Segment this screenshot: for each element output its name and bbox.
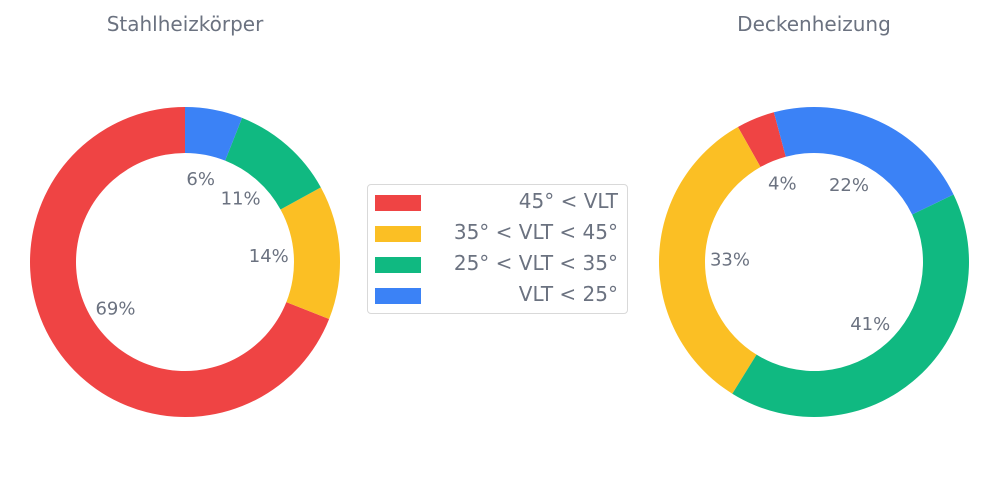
- legend-item: 25° < VLT < 35°: [368, 249, 627, 279]
- slices-deckenheizung: [658, 107, 969, 418]
- legend-swatch: [375, 226, 421, 242]
- slice-percent-label: 41%: [850, 314, 890, 335]
- chart-title-stahlheizkoerper: Stahlheizkörper: [107, 12, 264, 36]
- legend-swatch: [375, 195, 421, 211]
- slices-stahlheizkoerper: [30, 107, 341, 418]
- chart-deckenheizung: Deckenheizung 4% 33% 41% 22%: [658, 12, 969, 418]
- slice-percent-label: 6%: [186, 169, 215, 190]
- legend-item: 35° < VLT < 45°: [368, 218, 627, 248]
- legend-item: VLT < 25°: [368, 280, 627, 310]
- legend-label: VLT < 25°: [518, 282, 618, 306]
- legend-swatch: [375, 288, 421, 304]
- legend-item: 45° < VLT: [368, 187, 627, 217]
- donut-slice: [280, 187, 341, 320]
- legend-label: 45° < VLT: [518, 189, 618, 213]
- legend-label: 25° < VLT < 35°: [453, 251, 618, 275]
- slice-percent-label: 22%: [829, 175, 869, 196]
- legend-swatch: [375, 257, 421, 273]
- legend-label: 35° < VLT < 45°: [453, 220, 618, 244]
- legend: 45° < VLT 35° < VLT < 45° 25° < VLT < 35…: [367, 184, 628, 314]
- donut-slice: [225, 117, 321, 210]
- donut-slice: [773, 107, 954, 215]
- labels-stahlheizkoerper: 69% 14% 11% 6%: [95, 169, 288, 320]
- slice-percent-label: 4%: [768, 174, 797, 195]
- labels-deckenheizung: 4% 33% 41% 22%: [710, 174, 890, 335]
- slice-percent-label: 11%: [221, 189, 261, 210]
- donut-slice: [737, 112, 786, 168]
- donut-slice: [30, 107, 330, 418]
- chart-stahlheizkoerper: Stahlheizkörper 69% 14% 11% 6%: [30, 12, 341, 418]
- slice-percent-label: 14%: [249, 246, 289, 267]
- donut-slice: [732, 194, 969, 418]
- slice-percent-label: 33%: [710, 250, 750, 271]
- donut-slice: [658, 126, 761, 394]
- donut-slice: [185, 107, 243, 161]
- slice-percent-label: 69%: [95, 299, 135, 320]
- chart-title-deckenheizung: Deckenheizung: [737, 12, 891, 36]
